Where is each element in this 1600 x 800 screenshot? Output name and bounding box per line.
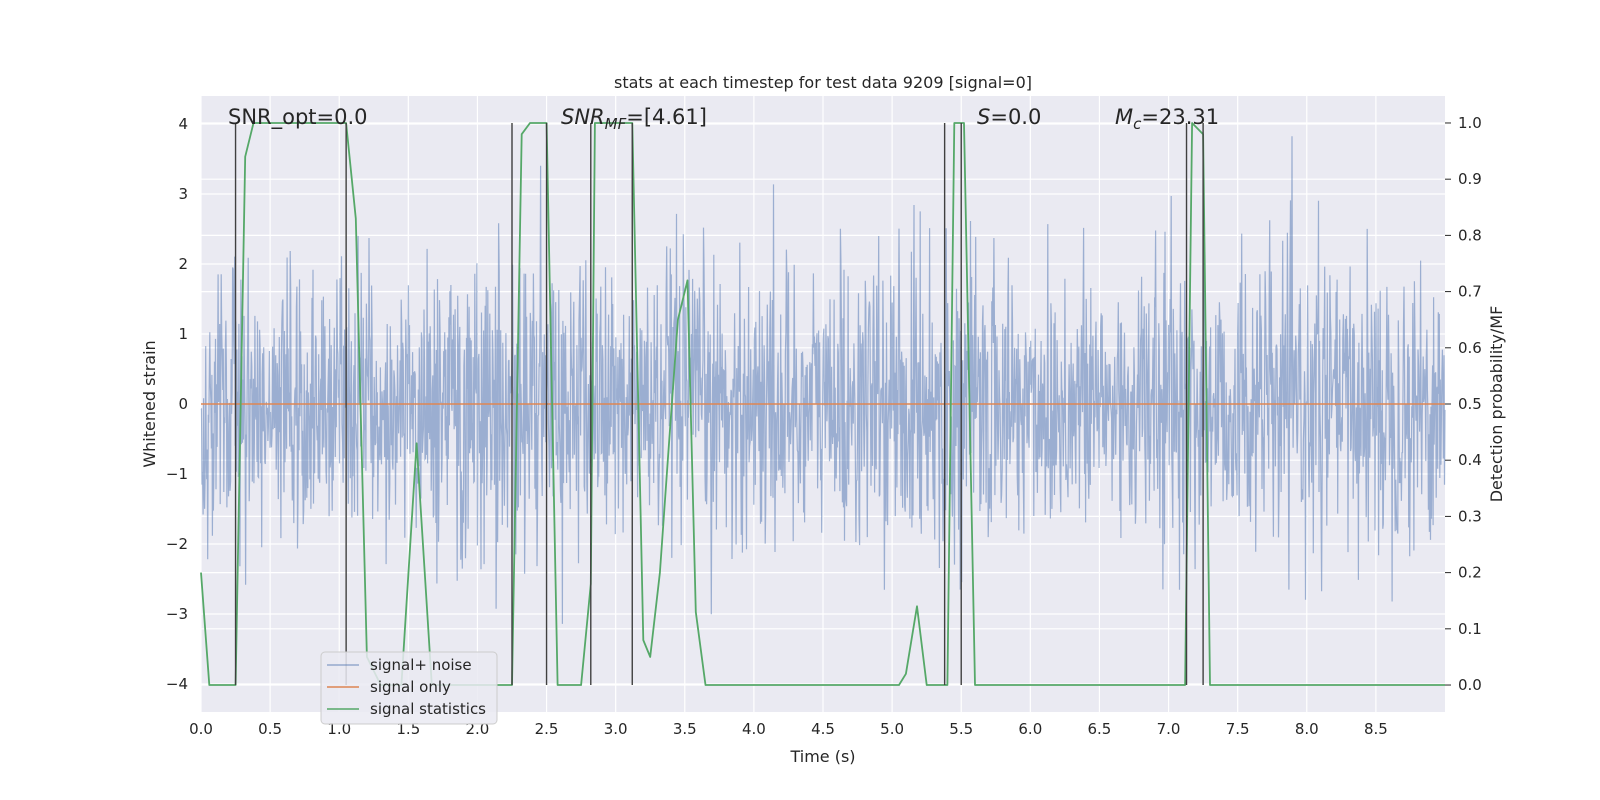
y-tick-label: −3	[166, 605, 188, 623]
annotation-mc: Mc=23.31	[1115, 105, 1219, 133]
y2-axis-title: Detection probability/MF	[1487, 306, 1506, 503]
y2-tick-label: 0.5	[1458, 395, 1482, 413]
y2-tick-label: 0.1	[1458, 620, 1482, 638]
series-signal-statistics-group	[200, 122, 1445, 686]
x-tick-label: 8.0	[1295, 720, 1319, 738]
y-tick-label: −4	[166, 675, 188, 693]
series-signal-noise	[200, 136, 1446, 624]
y2-axis-ticks: 0.0 0.1 0.2 0.3 0.4 0.5 0.6 0.7 0.8 0.9 1.0	[1445, 114, 1482, 694]
annotation-snr-mf: SNRMF=[4.61]	[561, 105, 707, 133]
y-tick-label: −1	[166, 465, 188, 483]
y-tick-label: −2	[166, 535, 188, 553]
y2-tick-label: 0.6	[1458, 339, 1482, 357]
x-tick-label: 0.0	[189, 720, 213, 738]
series-signal-noise-line	[200, 136, 1446, 624]
x-tick-label: 0.5	[258, 720, 282, 738]
y-axis-ticks: −4 −3 −2 −1 0 1 2 3 4	[166, 115, 188, 693]
x-tick-label: 3.5	[673, 720, 697, 738]
x-tick-label: 6.5	[1088, 720, 1112, 738]
y2-tick-label: 0.0	[1458, 676, 1482, 694]
x-tick-label: 2.5	[535, 720, 559, 738]
x-tick-label: 4.5	[811, 720, 835, 738]
x-tick-label: 7.5	[1226, 720, 1250, 738]
legend-label-signal-noise: signal+ noise	[370, 656, 472, 674]
y2-tick-label: 0.7	[1458, 283, 1482, 301]
vertical-markers	[234, 122, 1204, 686]
annotation-snr-opt: SNR_opt=0.0	[228, 105, 368, 130]
legend-label-signal-statistics: signal statistics	[370, 700, 486, 718]
x-axis-title: Time (s)	[789, 747, 855, 766]
y-tick-label: 3	[178, 185, 188, 203]
y2-tick-label: 0.8	[1458, 226, 1482, 244]
y-axis-title: Whitened strain	[140, 340, 159, 467]
x-tick-label: 7.0	[1157, 720, 1181, 738]
x-tick-label: 5.5	[949, 720, 973, 738]
x-tick-label: 3.0	[604, 720, 628, 738]
legend-frame	[320, 651, 498, 725]
chart-title: stats at each timestep for test data 920…	[614, 73, 1032, 92]
annotation-s: S=0.0	[977, 105, 1041, 129]
y2-tick-label: 0.9	[1458, 170, 1482, 188]
annotations: SNR_opt=0.0 SNRMF=[4.61] S=0.0 Mc=23.31	[228, 105, 1219, 133]
y2-tick-label: 0.3	[1458, 507, 1482, 525]
y-tick-label: 1	[178, 325, 188, 343]
y-tick-label: 4	[178, 115, 188, 133]
y-tick-label: 2	[178, 255, 188, 273]
x-tick-label: 5.0	[880, 720, 904, 738]
y2-tick-label: 0.2	[1458, 564, 1482, 582]
legend: signal+ noise signal only signal statist…	[320, 651, 498, 725]
x-tick-label: 8.5	[1364, 720, 1388, 738]
x-tick-label: 4.0	[742, 720, 766, 738]
x-tick-label: 6.0	[1018, 720, 1042, 738]
y-tick-label: 0	[178, 395, 188, 413]
legend-label-signal-only: signal only	[370, 678, 451, 696]
y2-tick-label: 1.0	[1458, 114, 1482, 132]
y2-tick-label: 0.4	[1458, 451, 1482, 469]
series-signal-statistics	[200, 122, 1445, 686]
